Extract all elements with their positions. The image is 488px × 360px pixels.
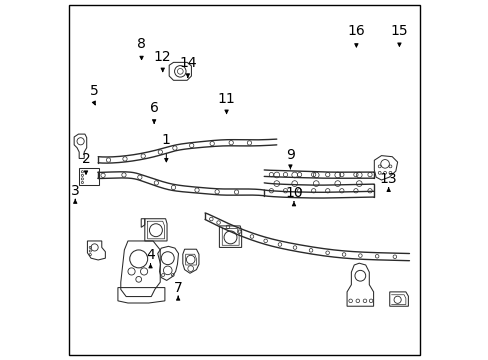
Text: 13: 13: [379, 172, 397, 186]
Text: 3: 3: [71, 184, 80, 198]
Text: 5: 5: [89, 84, 98, 98]
Text: 14: 14: [179, 55, 196, 69]
Text: 15: 15: [390, 24, 407, 38]
Text: 12: 12: [154, 50, 171, 64]
Text: 6: 6: [149, 102, 158, 116]
Text: 9: 9: [285, 148, 294, 162]
Text: 1: 1: [162, 133, 170, 147]
Text: 16: 16: [347, 24, 365, 38]
Text: 2: 2: [81, 152, 90, 166]
Text: 7: 7: [173, 281, 182, 295]
Text: 4: 4: [146, 248, 155, 262]
Text: 11: 11: [217, 92, 235, 106]
Text: 10: 10: [285, 186, 302, 200]
Text: 8: 8: [137, 37, 146, 51]
